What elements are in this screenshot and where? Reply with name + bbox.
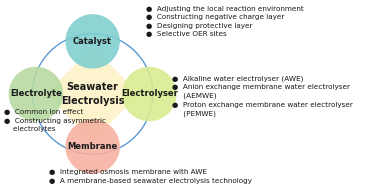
Ellipse shape [65,14,120,69]
Ellipse shape [9,67,63,121]
Ellipse shape [122,67,177,121]
Text: ●  Integrated osmosis membrane with AWE
●  A membrane-based seawater electrolysi: ● Integrated osmosis membrane with AWE ●… [49,169,252,184]
Text: Seawater
Electrolysis: Seawater Electrolysis [61,82,124,106]
Polygon shape [46,47,139,141]
Text: ●  Alkaline water electrolyser (AWE)
●  Anion exchange membrane water electrolys: ● Alkaline water electrolyser (AWE) ● An… [172,75,353,117]
Text: Electrolyte: Electrolyte [10,89,62,99]
Text: Membrane: Membrane [68,142,118,151]
Text: Catalyst: Catalyst [73,37,112,46]
Text: ●  Adjusting the local reaction environment
●  Constructing negative charge laye: ● Adjusting the local reaction environme… [146,6,303,37]
Text: Electrolyser: Electrolyser [121,89,178,99]
Ellipse shape [65,119,120,174]
Text: ●  Common ion effect
●  Constructing asymmetric
    electrolytes: ● Common ion effect ● Constructing asymm… [4,109,106,132]
